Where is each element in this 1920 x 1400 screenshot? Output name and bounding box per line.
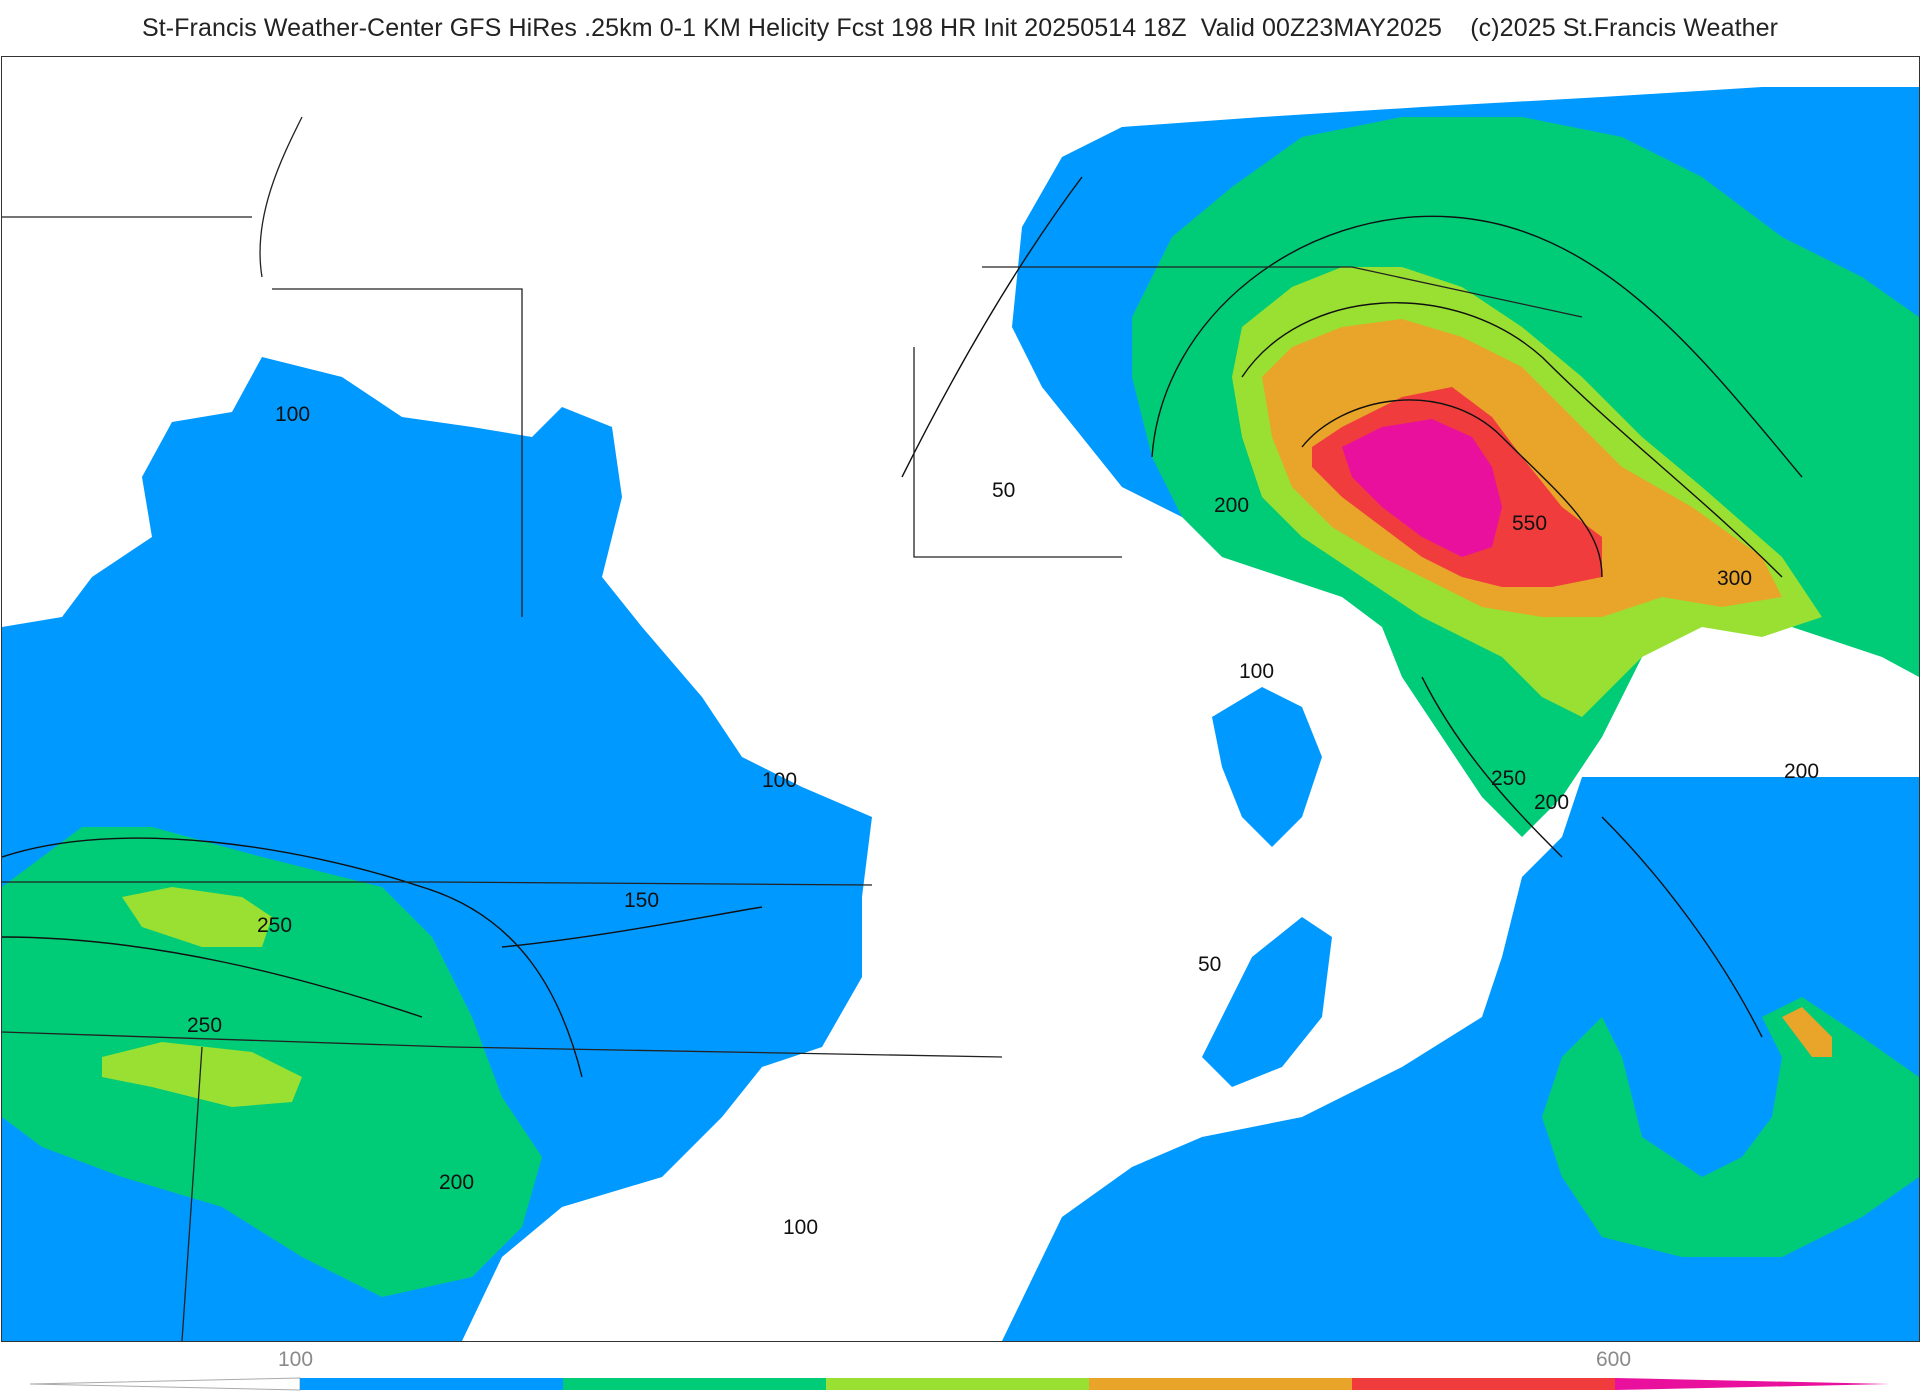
state-border (913, 347, 1122, 558)
contour-labels: 100 50 200 550 300 100 100 150 250 250 2… (187, 403, 1819, 1239)
colorbar-segment (826, 1378, 1089, 1390)
fill-lime-arkansas (122, 887, 272, 947)
contour-line (1151, 215, 1803, 478)
fill-green-atlantic (1542, 997, 1919, 1257)
colorbar-tick-label: 100 (278, 1348, 314, 1371)
contour-line (1421, 676, 1563, 858)
contour-line (901, 176, 1083, 478)
state-borders (2, 116, 1583, 1341)
state-border (2, 881, 873, 886)
contour-lines (2, 176, 1803, 1078)
contour-label: 300 (1717, 567, 1752, 590)
colorbar (29, 1377, 1890, 1391)
colorbar-left-triangle (29, 1377, 301, 1391)
helicity-map: 100 50 200 550 300 100 100 150 250 250 2… (2, 87, 1919, 1341)
fill-orange-atlantic (1782, 1007, 1832, 1057)
colorbar-segment (1089, 1378, 1352, 1390)
fill-magenta-regions (1342, 419, 1502, 557)
colorbar-tick-label: 600 (1596, 1348, 1632, 1371)
contour-label: 50 (992, 479, 1015, 502)
state-border (2, 1031, 1003, 1058)
colorbar-segment (1352, 1378, 1615, 1390)
contour-label: 100 (275, 403, 310, 426)
contour-line (1601, 816, 1763, 1038)
contour-label: 250 (257, 914, 292, 937)
contour-line (1241, 302, 1783, 578)
fill-lime-mississippi (102, 1042, 302, 1107)
state-border (259, 116, 303, 278)
contour-label: 100 (762, 769, 797, 792)
contour-label: 200 (1784, 760, 1819, 783)
contour-label: 250 (1491, 767, 1526, 790)
contour-label: 200 (1214, 494, 1249, 517)
contour-label: 50 (1198, 953, 1221, 976)
fill-magenta-core (1342, 419, 1502, 557)
fill-blue-virginia (1212, 687, 1322, 847)
state-border (272, 288, 523, 617)
contour-label: 100 (1239, 660, 1274, 683)
contour-line (1301, 399, 1603, 578)
colorbar-segment (300, 1378, 563, 1390)
colorbar-segment (563, 1378, 826, 1390)
contour-label: 200 (1534, 791, 1569, 814)
contour-line (2, 936, 423, 1018)
contour-label: 250 (187, 1014, 222, 1037)
contour-line (501, 906, 763, 948)
state-border (181, 1046, 203, 1341)
contour-label: 100 (783, 1216, 818, 1239)
chart-title: St-Francis Weather-Center GFS HiRes .25k… (141, 14, 1779, 42)
contour-label: 550 (1512, 512, 1547, 535)
colorbar-right-triangle (1615, 1378, 1890, 1390)
contour-label: 150 (624, 889, 659, 912)
contour-label: 200 (439, 1171, 474, 1194)
fill-blue-carolina (1202, 917, 1332, 1087)
state-border (982, 266, 1583, 318)
map-panel: 100 50 200 550 300 100 100 150 250 250 2… (1, 56, 1920, 1342)
